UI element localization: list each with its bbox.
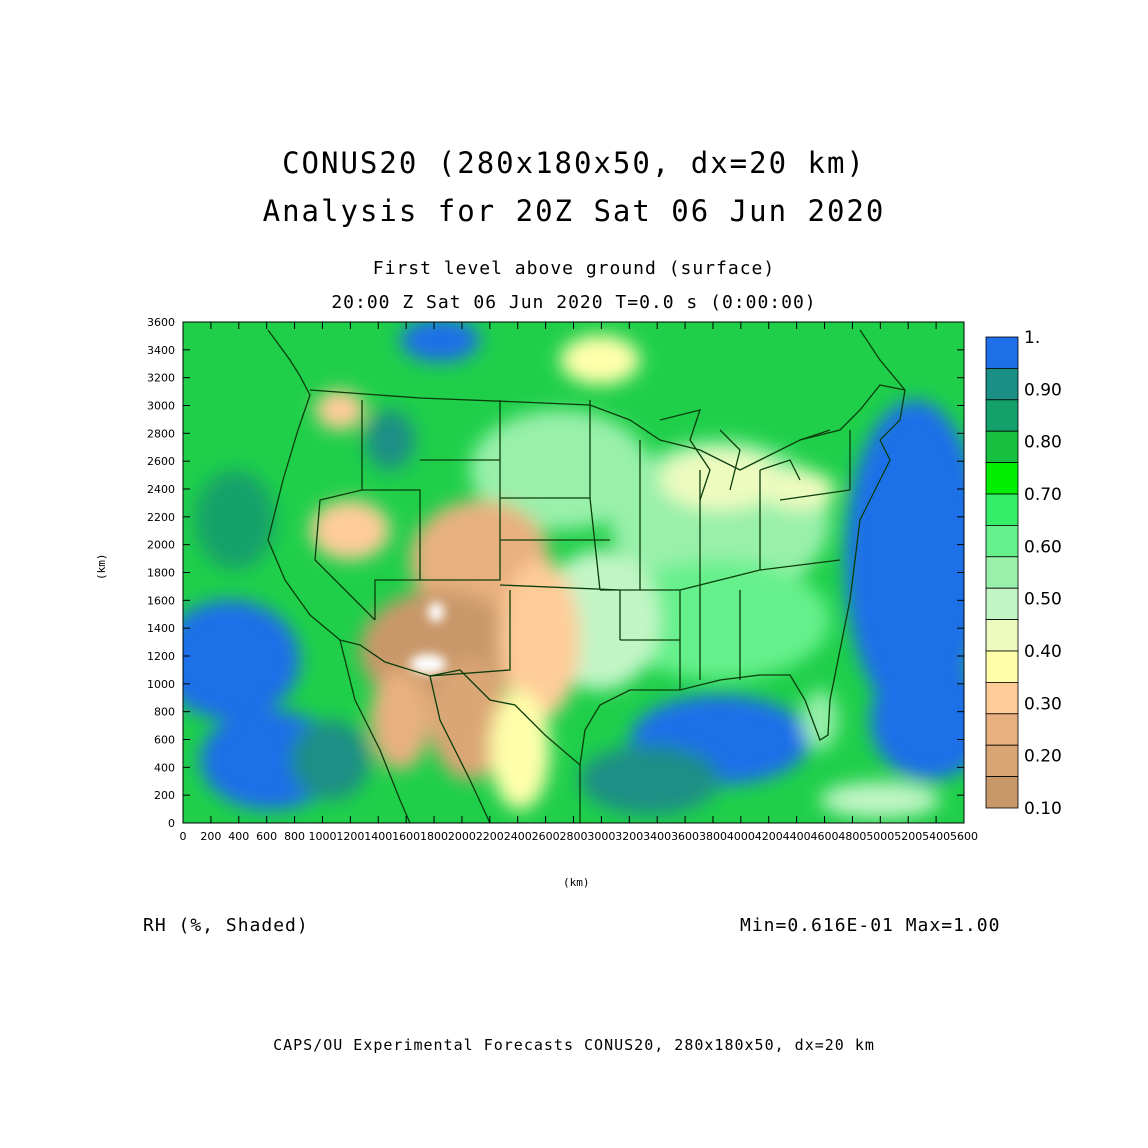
min-max-label: Min=0.616E-01 Max=1.00 (740, 915, 1001, 936)
y-tick-label: 600 (154, 734, 175, 747)
x-tick-label: 4000 (727, 830, 755, 843)
y-tick-label: 400 (154, 761, 175, 774)
colorbar-label: 0.60 (1024, 537, 1062, 557)
x-tick-label: 200 (200, 830, 221, 843)
x-tick-label: 1000 (308, 830, 336, 843)
level-subtitle: First level above ground (surface) (372, 258, 776, 279)
x-tick-label: 3600 (671, 830, 699, 843)
x-tick-label: 4200 (755, 830, 783, 843)
x-tick-label: 4400 (783, 830, 811, 843)
colorbar-swatch (985, 713, 1019, 746)
colorbar-label: 0.20 (1024, 747, 1062, 767)
colorbar: 1. 0.90 0.80 0.70 0.60 0.50 0.40 0.30 0.20 0.10 (985, 328, 1062, 819)
x-tick-label: 1400 (364, 830, 392, 843)
colorbar-label: 0.50 (1024, 590, 1062, 610)
y-tick-label: 1400 (147, 622, 175, 635)
colorbar-swatch (985, 587, 1019, 621)
colorbar-swatch (985, 399, 1019, 432)
x-tick-label: 5200 (894, 830, 922, 843)
y-axis-unit: (km) (95, 553, 108, 581)
y-tick-label: 2000 (147, 539, 175, 552)
x-tick-label: 800 (284, 830, 305, 843)
x-tick-label: 2200 (476, 830, 504, 843)
analysis-time-title: Analysis for 20Z Sat 06 Jun 2020 (262, 194, 886, 228)
y-tick-label: 0 (168, 817, 175, 830)
x-tick-label: 5400 (922, 830, 950, 843)
colorbar-swatch (985, 682, 1019, 715)
x-tick-label: 400 (228, 830, 249, 843)
colorbar-label: 0.80 (1024, 433, 1062, 453)
colorbar-swatch (985, 776, 1019, 809)
x-tick-label: 0 (180, 830, 187, 843)
boundaries (267, 329, 906, 823)
colorbar-label: 0.90 (1024, 380, 1062, 400)
colorbar-swatch (985, 336, 1019, 369)
y-axis: 0 200 400 600 800 1000 1200 1400 1600 1800 2000 220… (147, 316, 964, 830)
colorbar-label: 1. (1024, 328, 1040, 348)
valid-time-subtitle: 20:00 Z Sat 06 Jun 2020 T=0.0 s (0:00:00… (331, 292, 817, 313)
x-tick-label: 1600 (392, 830, 420, 843)
x-tick-label: 600 (256, 830, 277, 843)
colorbar-swatch (985, 744, 1019, 778)
colorbar-swatch (985, 493, 1019, 526)
x-tick-label: 2400 (504, 830, 532, 843)
x-tick-label: 2800 (560, 830, 588, 843)
y-tick-label: 1200 (147, 650, 175, 663)
y-tick-label: 3000 (147, 400, 175, 413)
y-tick-label: 2200 (147, 511, 175, 524)
great-lakes (659, 409, 831, 501)
colorbar-swatch (985, 430, 1019, 464)
us-outline (267, 375, 906, 767)
colorbar-label: 0.40 (1024, 642, 1062, 662)
x-tick-label: 3200 (615, 830, 643, 843)
colorbar-label: 0.10 (1024, 799, 1062, 819)
state-lines (314, 400, 851, 690)
y-tick-label: 2600 (147, 455, 175, 468)
y-tick-label: 3400 (147, 344, 175, 357)
colorbar-swatch (985, 462, 1019, 495)
y-tick-label: 2400 (147, 483, 175, 496)
variable-label: RH (%, Shaded) (143, 915, 309, 936)
colorbar-label: 0.70 (1024, 485, 1062, 505)
x-tick-label: 5000 (866, 830, 894, 843)
x-tick-label: 4800 (838, 830, 866, 843)
x-tick-label: 2000 (448, 830, 476, 843)
colorbar-swatch (985, 619, 1019, 652)
x-tick-label: 1800 (420, 830, 448, 843)
mexico-mainland (429, 675, 581, 823)
canada-coast (267, 329, 906, 391)
x-tick-label: 3800 (699, 830, 727, 843)
rh-shaded-field (183, 322, 964, 823)
footer-credit: CAPS/OU Experimental Forecasts CONUS20, … (273, 1036, 875, 1054)
x-axis-unit: (km) (563, 876, 590, 889)
x-tick-label: 3400 (643, 830, 671, 843)
y-tick-label: 2800 (147, 427, 175, 440)
colorbar-swatch (985, 556, 1019, 589)
x-tick-label: 3000 (587, 830, 615, 843)
colorbar-swatch (985, 525, 1019, 558)
y-tick-label: 800 (154, 706, 175, 719)
x-tick-label: 5600 (950, 830, 978, 843)
colorbar-swatch (985, 650, 1019, 683)
y-tick-label: 3600 (147, 316, 175, 329)
map-title: CONUS20 (280x180x50, dx=20 km) (282, 146, 866, 180)
mexico-baja (339, 639, 411, 823)
x-tick-label: 1200 (336, 830, 364, 843)
y-tick-label: 1600 (147, 594, 175, 607)
x-tick-label: 2600 (532, 830, 560, 843)
colorbar-label: 0.30 (1024, 694, 1062, 714)
x-tick-label: 4600 (811, 830, 839, 843)
y-tick-label: 1800 (147, 567, 175, 580)
y-tick-label: 200 (154, 789, 175, 802)
colorbar-swatch (985, 367, 1019, 401)
y-tick-label: 3200 (147, 372, 175, 385)
y-tick-label: 1000 (147, 678, 175, 691)
x-axis: 0 200 400 600 800 1000 1200 1400 1600 1800 2000 220… (180, 322, 978, 843)
